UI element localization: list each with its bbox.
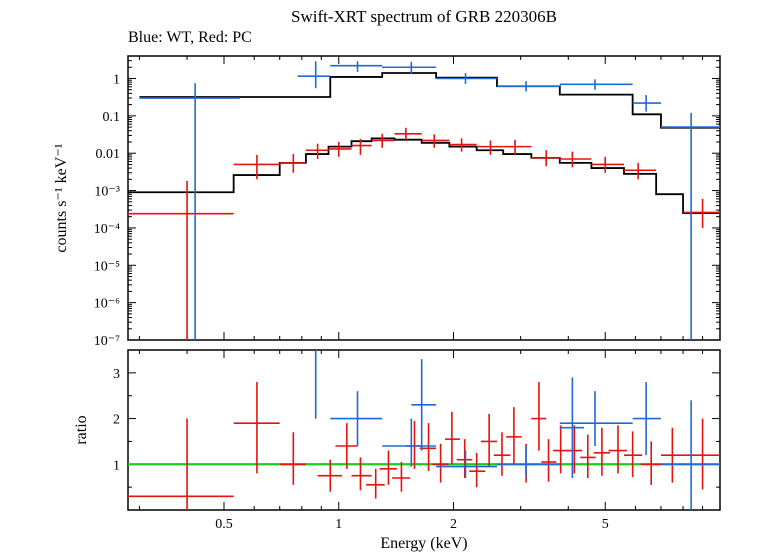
y-axis-bottom-label: ratio [73,415,90,444]
model-red-step [128,138,720,213]
svg-text:1: 1 [113,458,120,473]
chart-title: Swift-XRT spectrum of GRB 220306B [291,7,557,26]
svg-text:5: 5 [602,517,609,532]
svg-text:0.1: 0.1 [103,110,121,125]
spectrum-chart: Swift-XRT spectrum of GRB 220306B Blue: W… [0,0,758,556]
bottom-plot-frame [128,350,720,510]
x-axis-label: Energy (keV) [380,535,467,552]
y-axis-top-label: counts s⁻¹ keV⁻¹ [53,143,70,252]
svg-text:2: 2 [450,517,457,532]
chart-container: Swift-XRT spectrum of GRB 220306B Blue: W… [0,0,758,556]
svg-text:10⁻⁵: 10⁻⁵ [94,259,120,274]
model-blue-step [139,73,720,128]
svg-text:1: 1 [335,517,342,532]
chart-subtitle: Blue: WT, Red: PC [128,29,252,46]
svg-text:3: 3 [113,367,120,382]
svg-text:0.5: 0.5 [215,517,233,532]
svg-text:10⁻³: 10⁻³ [94,185,120,200]
svg-text:2: 2 [113,413,120,428]
svg-text:10⁻⁷: 10⁻⁷ [94,334,120,349]
svg-text:10⁻⁶: 10⁻⁶ [94,297,120,312]
svg-text:10⁻⁴: 10⁻⁴ [94,222,120,237]
svg-text:1: 1 [113,72,120,87]
svg-text:0.01: 0.01 [96,147,121,162]
